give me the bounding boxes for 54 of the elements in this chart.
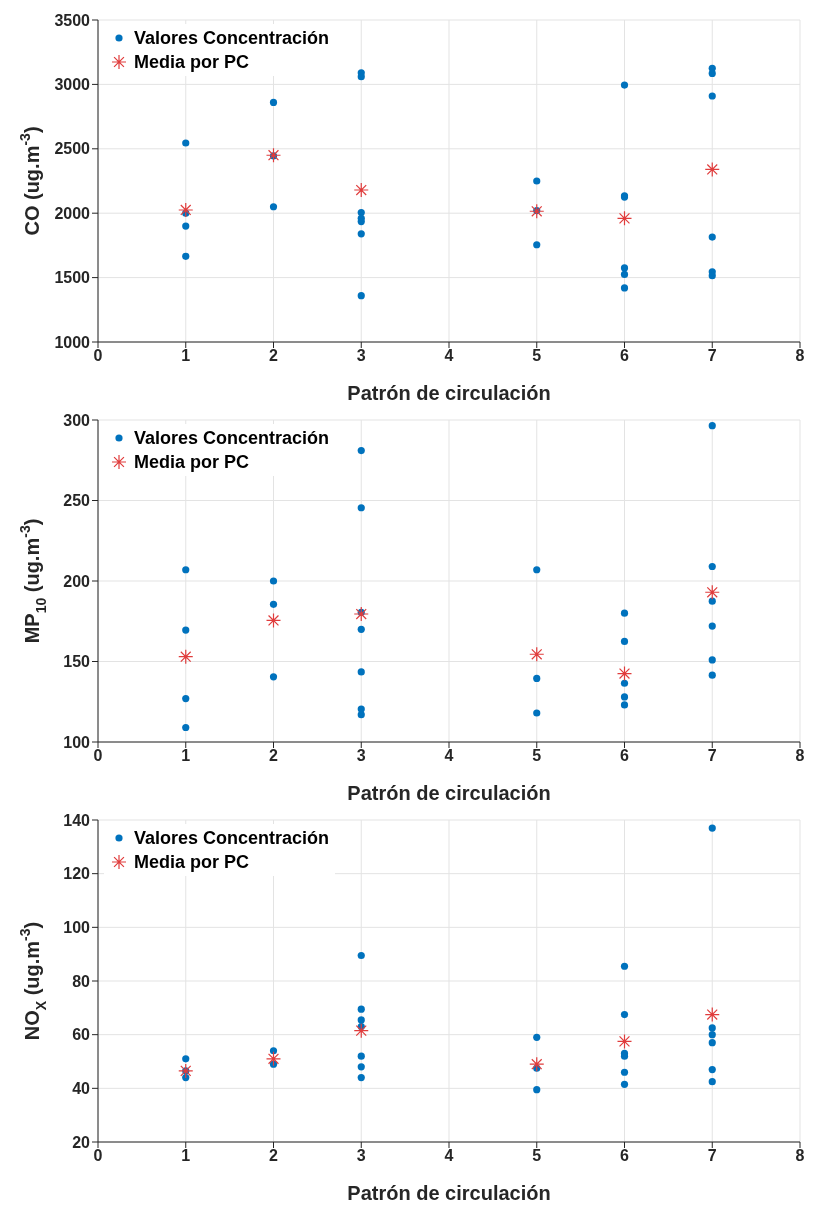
y-tick-label: 20 bbox=[72, 1133, 91, 1151]
x-tick-label: 0 bbox=[93, 747, 103, 765]
legend-label: Media por PC bbox=[134, 851, 250, 874]
x-tick-label: 6 bbox=[620, 347, 630, 365]
x-tick-label: 8 bbox=[795, 347, 805, 365]
legend-label: Valores Concentración bbox=[134, 427, 330, 450]
x-tick-label: 7 bbox=[707, 347, 717, 365]
x-tick-label: 4 bbox=[444, 747, 454, 765]
x-tick-label: 6 bbox=[620, 1147, 630, 1165]
legend-label: Valores Concentración bbox=[134, 827, 330, 850]
x-axis-title: Patrón de circulación bbox=[347, 382, 551, 404]
y-tick-label: 2000 bbox=[54, 204, 91, 222]
x-tick-label: 2 bbox=[269, 347, 279, 365]
x-tick-label: 2 bbox=[269, 1147, 279, 1165]
legend-label: Media por PC bbox=[134, 51, 250, 74]
x-tick-label: 8 bbox=[795, 747, 805, 765]
legend-label: Valores Concentración bbox=[134, 27, 330, 50]
x-tick-label: 5 bbox=[532, 1147, 542, 1165]
y-tick-label: 120 bbox=[63, 865, 91, 883]
x-tick-label: 2 bbox=[269, 747, 279, 765]
x-tick-label: 5 bbox=[532, 747, 542, 765]
y-tick-label: 300 bbox=[63, 411, 91, 429]
x-tick-label: 0 bbox=[93, 1147, 103, 1165]
y-tick-label: 1500 bbox=[54, 269, 91, 287]
y-tick-label: 40 bbox=[72, 1080, 91, 1098]
y-tick-label: 200 bbox=[63, 572, 91, 590]
x-tick-label: 5 bbox=[532, 347, 542, 365]
x-tick-label: 4 bbox=[444, 1147, 454, 1165]
x-axis-title: Patrón de circulación bbox=[347, 1182, 551, 1204]
x-tick-label: 7 bbox=[707, 1147, 717, 1165]
y-tick-label: 2500 bbox=[54, 140, 91, 158]
legend-label: Media por PC bbox=[134, 451, 250, 474]
y-tick-label: 3500 bbox=[54, 11, 91, 29]
x-tick-label: 3 bbox=[356, 1147, 366, 1165]
y-tick-label: 150 bbox=[63, 653, 91, 671]
x-tick-label: 0 bbox=[93, 347, 103, 365]
y-tick-label: 1000 bbox=[54, 333, 91, 351]
x-tick-label: 6 bbox=[620, 747, 630, 765]
x-tick-label: 4 bbox=[444, 347, 454, 365]
y-tick-label: 140 bbox=[63, 811, 91, 829]
y-tick-label: 3000 bbox=[54, 76, 91, 94]
x-tick-label: 3 bbox=[356, 747, 366, 765]
y-tick-label: 60 bbox=[72, 1026, 91, 1044]
x-axis-title: Patrón de circulación bbox=[347, 782, 551, 804]
x-tick-label: 3 bbox=[356, 347, 366, 365]
y-tick-label: 80 bbox=[72, 972, 91, 990]
x-tick-label: 8 bbox=[795, 1147, 805, 1165]
y-tick-label: 100 bbox=[63, 733, 91, 751]
y-tick-label: 250 bbox=[63, 492, 91, 510]
x-tick-label: 1 bbox=[181, 747, 191, 765]
x-tick-label: 1 bbox=[181, 347, 191, 365]
x-tick-label: 1 bbox=[181, 1147, 191, 1165]
x-tick-label: 7 bbox=[707, 747, 717, 765]
y-tick-label: 100 bbox=[63, 919, 91, 937]
